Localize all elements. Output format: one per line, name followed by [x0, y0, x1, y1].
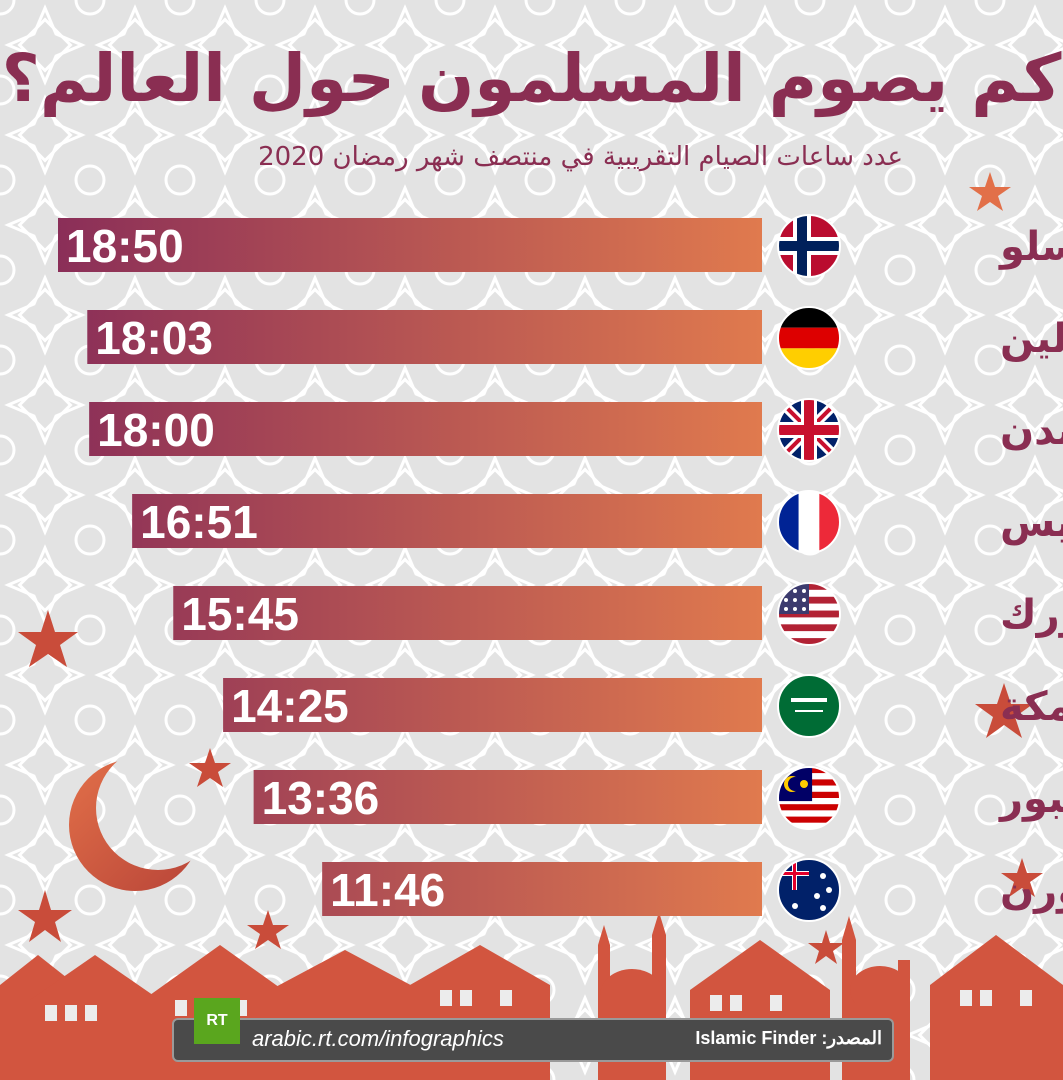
- bar-value-label: 11:46: [330, 864, 445, 916]
- bar-value-label: 18:00: [97, 404, 215, 456]
- bar-row: 13:36 كوالالمبور: [253, 766, 1063, 830]
- bar: [87, 310, 762, 364]
- bar-value-label: 14:25: [231, 680, 349, 732]
- city-label: كوالالمبور: [998, 776, 1063, 822]
- bar-row: 11:46 ملبورن: [322, 858, 1063, 922]
- bar-value-label: 16:51: [140, 496, 258, 548]
- city-label: برلين: [1000, 316, 1063, 362]
- bar: [223, 678, 762, 732]
- australia-flag-icon: [777, 858, 841, 922]
- page-title: كم يصوم المسلمون حول العالم؟: [1, 40, 1062, 117]
- city-label: لندن: [1000, 408, 1063, 454]
- city-label: باريس: [1000, 500, 1063, 546]
- bar: [58, 218, 762, 272]
- bar-row: 18:50 أوسلو: [58, 214, 1063, 278]
- france-flag-icon: [777, 490, 841, 554]
- bar-row: 14:25 مكة: [223, 674, 1063, 738]
- crescent-moon-icon: [69, 759, 201, 891]
- norway-flag-icon: [777, 214, 841, 278]
- usa-flag-icon: [777, 582, 841, 646]
- uk-flag-icon: [777, 398, 841, 462]
- bar-value-label: 18:03: [95, 312, 213, 364]
- bar: [89, 402, 762, 456]
- bar-row: 18:00 لندن: [89, 398, 1063, 462]
- city-label: أوسلو: [998, 220, 1063, 270]
- bar-row: 15:45 نيويورك: [173, 582, 1063, 646]
- saudi-flag-icon: [777, 674, 841, 738]
- bar: [132, 494, 762, 548]
- bar-row: 18:03 برلين: [87, 306, 1063, 370]
- footer-bar: RT arabic.rt.com/infographics المصدر: Is…: [172, 998, 894, 1062]
- germany-flag-icon: [777, 306, 841, 370]
- bar-value-label: 15:45: [181, 588, 299, 640]
- rt-logo: RT: [194, 998, 240, 1044]
- page-subtitle: عدد ساعات الصيام التقريبية في منتصف شهر …: [258, 142, 903, 172]
- source-credit: المصدر: Islamic Finder: [695, 1028, 882, 1048]
- city-label: ملبورن: [1000, 868, 1063, 914]
- bar-row: 16:51 باريس: [132, 490, 1063, 554]
- bar: [322, 862, 762, 916]
- city-label: مكة: [1000, 684, 1063, 730]
- bar: [173, 586, 762, 640]
- bar-value-label: 13:36: [262, 772, 380, 824]
- city-label: نيويورك: [1000, 592, 1063, 638]
- star-icon: [969, 172, 1011, 211]
- bar-value-label: 18:50: [66, 220, 184, 272]
- bar: [253, 770, 763, 824]
- star-icon: [18, 610, 1043, 964]
- site-url-link[interactable]: arabic.rt.com/infographics: [252, 1026, 504, 1051]
- malaysia-flag-icon: [777, 766, 841, 830]
